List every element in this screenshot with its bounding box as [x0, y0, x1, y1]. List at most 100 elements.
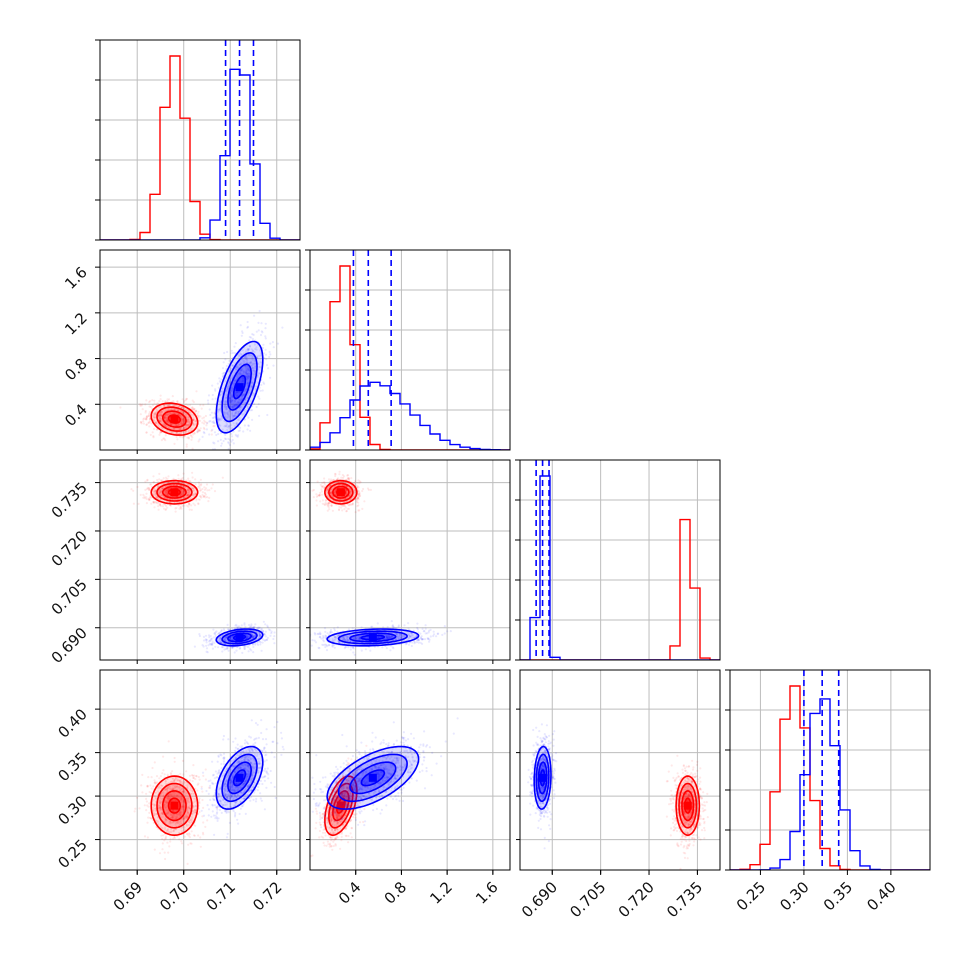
sample-point — [263, 356, 266, 360]
sample-point — [169, 504, 172, 507]
sample-point — [203, 428, 206, 431]
sample-point — [237, 373, 240, 376]
sample-point — [205, 638, 208, 641]
sample-point — [262, 620, 265, 623]
density-contour — [215, 628, 264, 647]
sample-point — [141, 408, 144, 411]
sample-point — [316, 480, 319, 483]
sample-point — [249, 429, 252, 432]
sample-point — [206, 399, 210, 402]
sample-point — [174, 507, 177, 510]
sample-point — [235, 404, 238, 407]
sample-point — [187, 421, 190, 424]
sample-point — [344, 506, 347, 509]
sample-point — [219, 407, 222, 410]
sample-point — [232, 404, 235, 407]
sample-point — [199, 415, 202, 418]
sample-point — [179, 505, 182, 508]
sample-point — [226, 416, 229, 419]
sample-point — [223, 413, 226, 416]
sample-point — [189, 427, 192, 430]
sample-point — [148, 418, 152, 421]
sample-point — [163, 417, 166, 420]
sample-point — [185, 479, 188, 482]
sample-point — [340, 506, 343, 509]
sample-point — [143, 495, 146, 498]
sample-point — [330, 504, 333, 507]
sample-point — [353, 491, 357, 494]
density-peak — [170, 415, 179, 424]
sample-point — [187, 418, 190, 421]
sample-point — [203, 419, 206, 422]
sample-point — [163, 490, 167, 493]
sample-point — [185, 397, 188, 401]
sample-point — [215, 465, 217, 467]
sample-point — [166, 477, 169, 480]
sample-point — [208, 433, 211, 436]
sample-point — [142, 496, 145, 499]
sample-point — [159, 419, 162, 423]
sample-point — [207, 644, 210, 647]
sample-point — [179, 428, 182, 431]
sample-point — [312, 496, 315, 499]
sample-point — [198, 633, 201, 636]
sample-point — [230, 393, 233, 396]
sample-point — [231, 399, 234, 403]
sample-point — [219, 641, 222, 644]
sample-point — [226, 387, 229, 390]
sample-point — [158, 416, 161, 420]
sample-point — [119, 406, 122, 409]
sample-point — [332, 478, 336, 481]
sample-point — [246, 377, 249, 380]
sample-point — [173, 423, 177, 426]
sample-point — [349, 489, 352, 492]
sample-point — [212, 416, 215, 419]
sample-point — [249, 626, 252, 629]
sample-point — [145, 496, 148, 499]
sample-point — [258, 309, 261, 313]
sample-point — [181, 476, 184, 480]
sample-point — [243, 647, 246, 651]
sample-point — [231, 387, 234, 390]
sample-point — [240, 624, 243, 627]
sample-point — [260, 354, 263, 357]
sample-point — [362, 487, 365, 491]
sample-point — [227, 441, 230, 444]
sample-point — [164, 508, 168, 511]
sample-point — [158, 400, 161, 403]
sample-point — [182, 491, 186, 494]
sample-point — [254, 630, 257, 633]
sample-point — [146, 478, 149, 481]
sample-point — [153, 412, 156, 415]
sample-point — [231, 405, 234, 409]
sample-point — [330, 491, 333, 494]
sample-point — [170, 423, 173, 426]
sample-point — [246, 348, 250, 351]
sample-point — [158, 491, 161, 494]
sample-point — [163, 416, 166, 419]
sample-point — [172, 427, 176, 431]
sample-point — [329, 491, 332, 495]
sample-point — [346, 507, 349, 510]
sample-point — [234, 403, 237, 406]
sample-point — [272, 637, 275, 641]
sample-point — [367, 488, 370, 491]
sample-point — [218, 639, 221, 642]
sample-point — [192, 487, 195, 490]
sample-point — [230, 364, 233, 367]
sample-point — [149, 496, 152, 499]
sample-point — [145, 399, 148, 402]
sample-point — [139, 493, 142, 496]
sample-point — [239, 371, 242, 374]
sample-point — [315, 499, 318, 502]
sample-point — [185, 445, 188, 448]
sample-point — [228, 637, 231, 640]
sample-point — [329, 492, 332, 495]
sample-point — [164, 439, 167, 442]
density-peak — [235, 633, 244, 642]
sample-point — [219, 636, 222, 639]
sample-point — [252, 645, 255, 649]
sample-point — [193, 504, 197, 507]
sample-point — [319, 491, 322, 494]
sample-point — [159, 411, 162, 415]
